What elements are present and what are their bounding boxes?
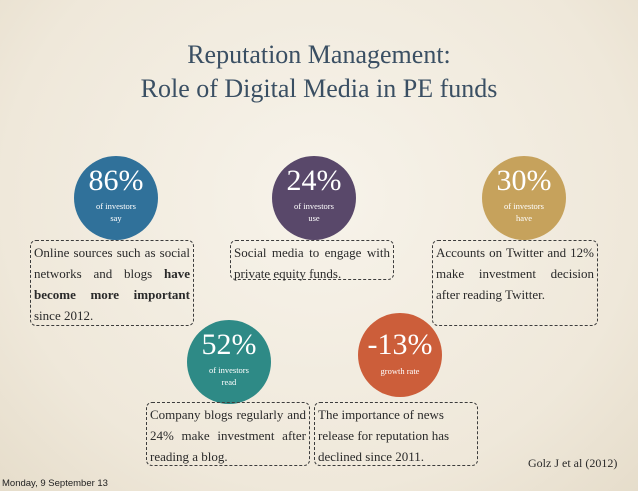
stat-caption: of investors use	[272, 200, 356, 224]
box-text: since 2012.	[34, 308, 94, 323]
stat-caption: of investors have	[482, 200, 566, 224]
stat-caption-line1: of investors	[209, 365, 249, 375]
text-box-twitter: Accounts on Twitter and 12% make investm…	[432, 240, 598, 326]
stat-caption-line2: say	[110, 213, 122, 223]
text-box-news-release: The importance of news release for reput…	[314, 402, 478, 466]
stat-percent: 30%	[496, 164, 552, 197]
slide-date: Monday, 9 September 13	[2, 478, 108, 489]
stat-circle-86: 86% of investors say	[74, 156, 158, 240]
box-text: Online sources such as social networks a…	[34, 245, 190, 281]
stat-caption-line2: use	[308, 213, 320, 223]
stat-caption-line1: of investors	[504, 201, 544, 211]
stat-caption-line2: have	[515, 213, 533, 223]
title-line-2: Role of Digital Media in PE funds	[140, 74, 498, 103]
stat-percent: 86%	[88, 164, 144, 197]
stat-caption: of investors read	[187, 364, 271, 388]
stat-caption-line1: of investors	[294, 201, 334, 211]
stat-circle-52: 52% of investors read	[187, 320, 271, 404]
stat-percent: 24%	[286, 164, 342, 197]
stat-percent: 52%	[201, 328, 257, 361]
stat-percent: -13%	[367, 328, 433, 361]
text-box-social-media: Social media to engage with private equi…	[230, 240, 394, 281]
box-text-bold: have become more important	[34, 266, 190, 302]
text-box-online-sources: Online sources such as social networks a…	[30, 240, 194, 326]
citation: Golz J et al (2012)	[528, 456, 618, 470]
title-line-1: Reputation Management:	[187, 40, 451, 69]
stat-circle-30: 30% of investors have	[482, 156, 566, 240]
stat-caption: growth rate	[358, 365, 442, 377]
stat-caption-line1: of investors	[96, 201, 136, 211]
stat-circle-24: 24% of investors use	[272, 156, 356, 240]
stat-caption-line1: growth rate	[380, 366, 420, 376]
stat-caption: of investors say	[74, 200, 158, 224]
text-box-company-blogs: Company blogs regularly and 24% make inv…	[146, 402, 310, 466]
stat-circle-minus-13: -13% growth rate	[358, 313, 442, 397]
stat-caption-line2: read	[221, 377, 237, 387]
